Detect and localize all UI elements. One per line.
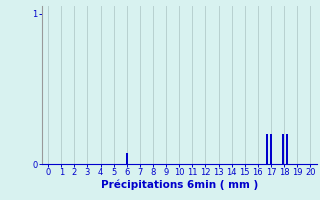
Bar	[266, 134, 268, 164]
Bar	[270, 134, 272, 164]
Bar	[286, 134, 288, 164]
Bar	[126, 153, 128, 164]
Bar	[282, 134, 284, 164]
X-axis label: Précipitations 6min ( mm ): Précipitations 6min ( mm )	[100, 180, 258, 190]
